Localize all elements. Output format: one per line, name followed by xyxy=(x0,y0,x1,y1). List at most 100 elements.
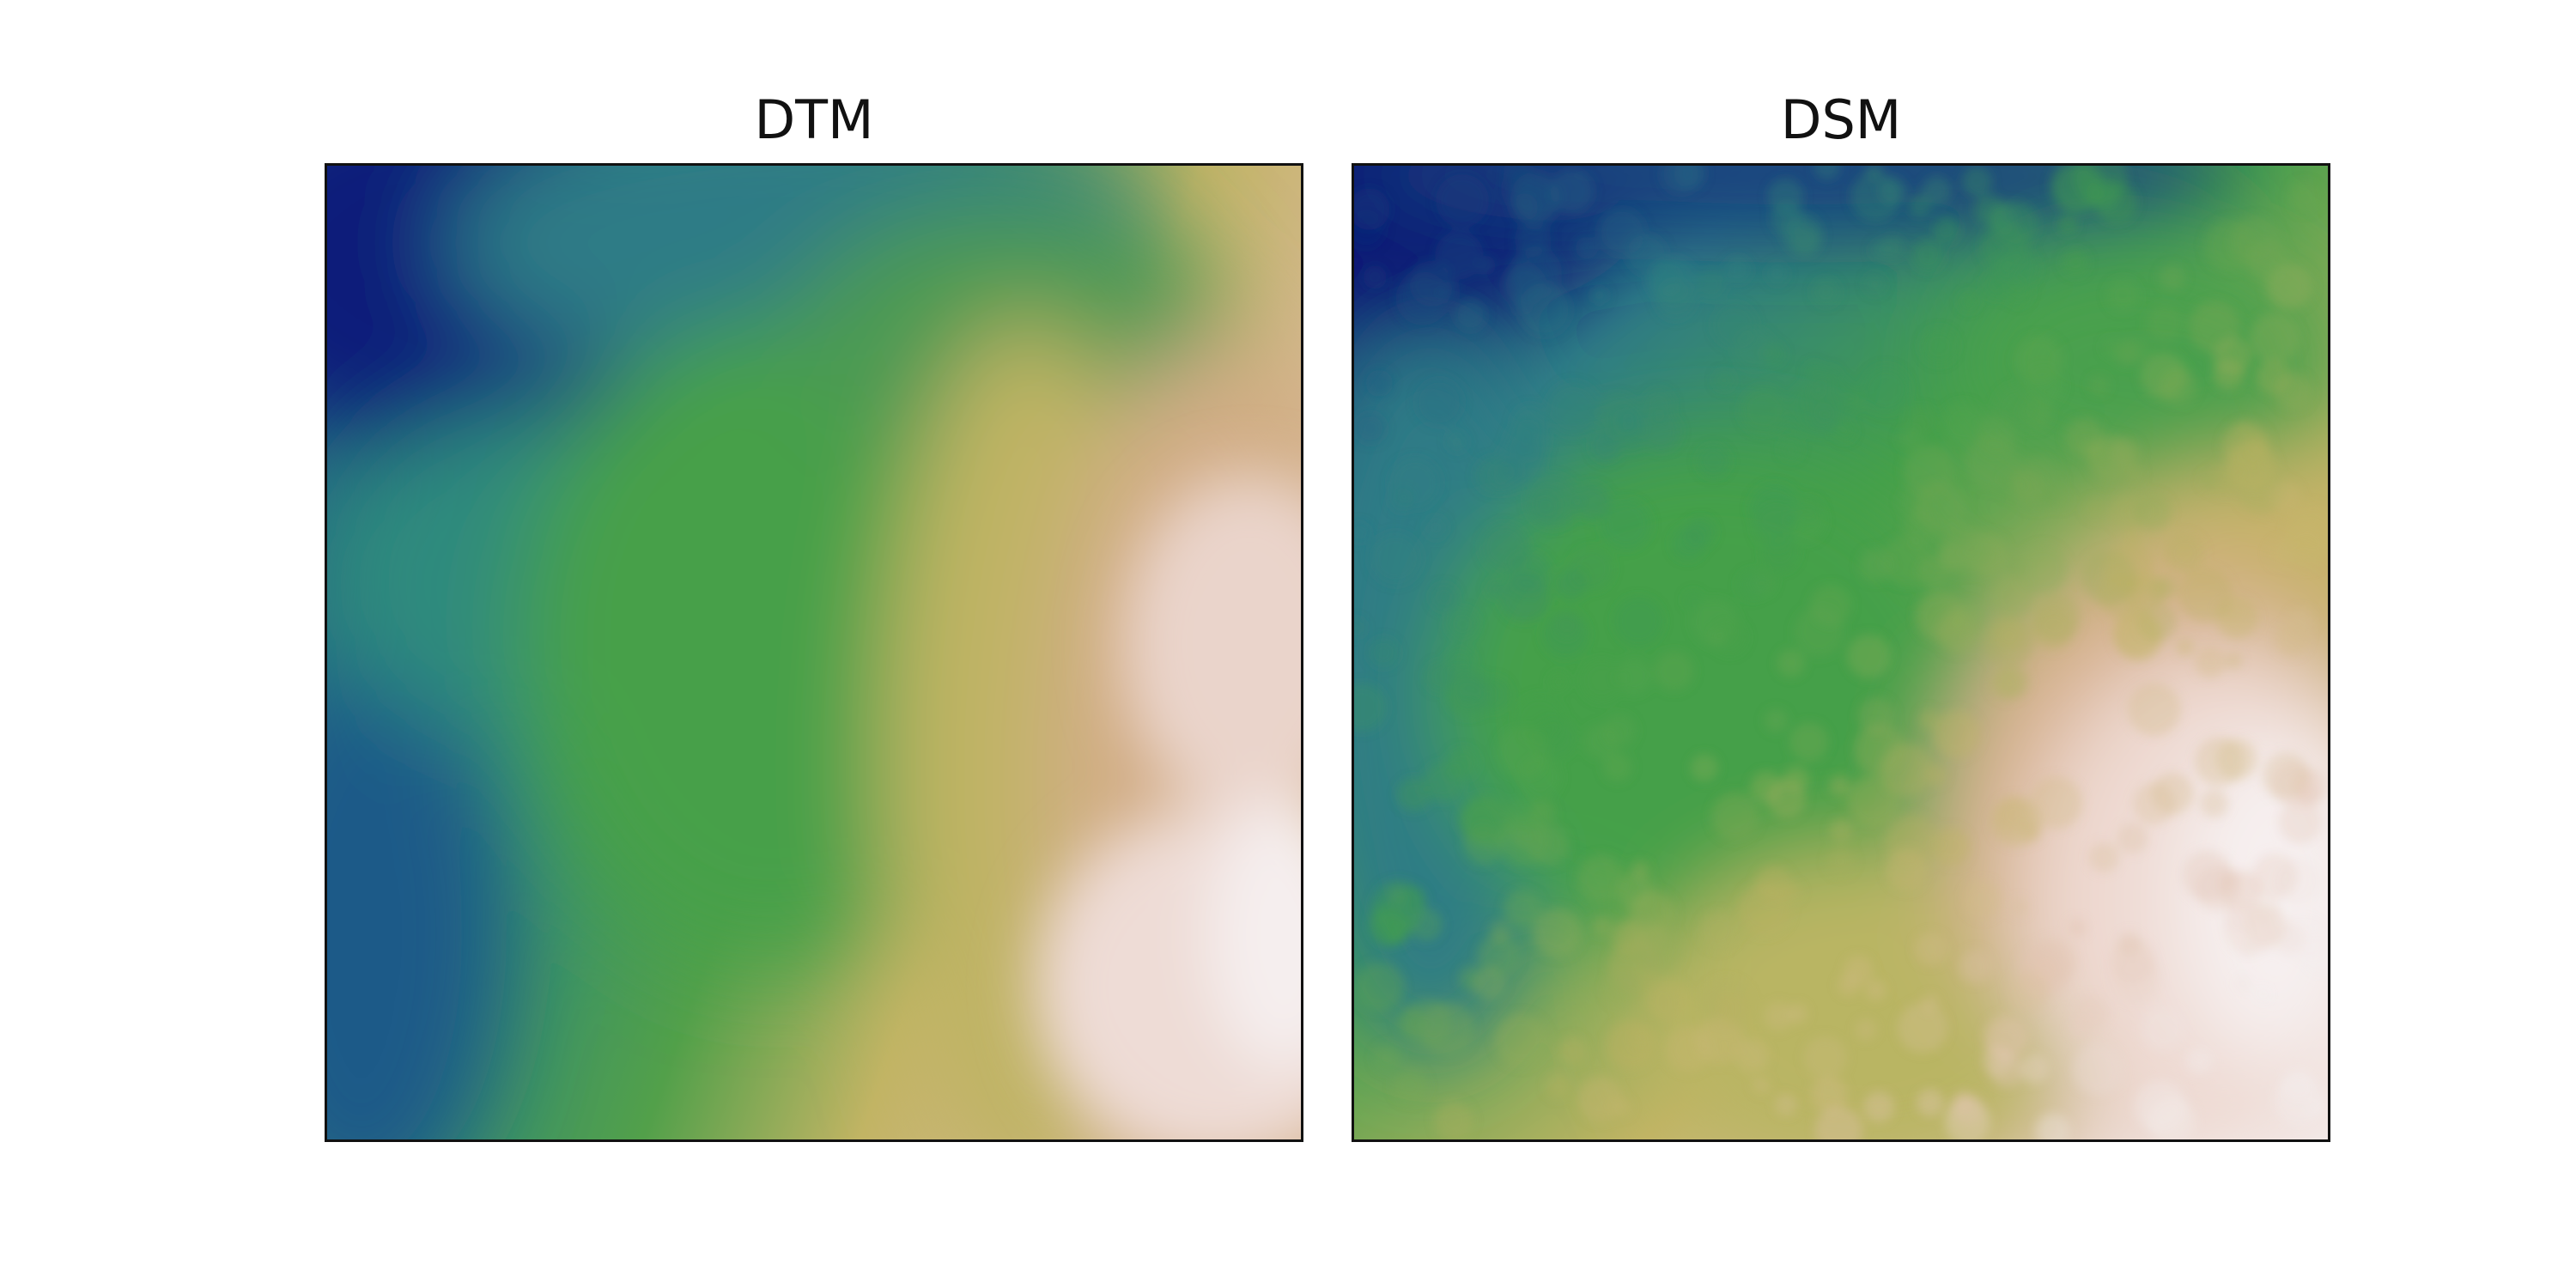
dsm-canopy-blob xyxy=(1368,637,1400,669)
dsm-canopy-blob xyxy=(2225,652,2243,670)
dtm-terrain-layer xyxy=(327,166,1301,1139)
dsm-canopy-blob xyxy=(1774,1093,1797,1116)
dsm-canopy-blob xyxy=(1541,611,1589,658)
dsm-canopy-blob xyxy=(1716,992,1751,1026)
dsm-canopy-blob xyxy=(1811,1076,1848,1114)
dsm-canopy-blob xyxy=(1354,412,1387,445)
dsm-canopy-blob xyxy=(1991,574,2035,618)
dsm-canopy-blob xyxy=(1897,1002,1948,1054)
dsm-canopy-blob xyxy=(1740,386,1788,434)
dsm-canopy-blob xyxy=(2125,465,2143,483)
dsm-canopy-blob xyxy=(1480,523,1529,572)
dsm-canopy-blob xyxy=(1812,277,1840,307)
dsm-canopy-blob xyxy=(2230,216,2281,268)
dsm-canopy-blob xyxy=(1828,775,1850,797)
dtm-peak-layer xyxy=(1036,473,1301,1139)
dsm-canopy-blob xyxy=(1656,279,1696,320)
dsm-canopy-blob xyxy=(1814,1106,1863,1139)
dsm-canopy-blob xyxy=(2244,904,2287,948)
dsm-panel-title: DSM xyxy=(1780,88,1902,151)
dsm-canopy-blob xyxy=(1916,481,1967,533)
dsm-canopy-blob xyxy=(2233,975,2251,993)
dsm-canopy-blob xyxy=(2031,937,2078,984)
dsm-canopy-blob xyxy=(1882,536,1933,586)
dsm-canopy-blob xyxy=(1996,797,2031,832)
dsm-canopy-blob xyxy=(1570,547,1613,591)
dsm-canopy-blob xyxy=(2195,736,2245,787)
dsm-canopy-blob xyxy=(2087,434,2134,481)
dsm-canopy-blob xyxy=(1826,847,1856,876)
dsm-canopy-blob xyxy=(1363,264,1388,289)
dsm-canopy-blob xyxy=(1781,213,1824,255)
dsm-canopy-blob xyxy=(1711,619,1747,655)
dsm-canopy-blob xyxy=(2088,841,2119,873)
dsm-canopy-blob xyxy=(1955,532,1982,558)
dsm-canopy-blob xyxy=(1963,880,2002,919)
dsm-canopy-blob xyxy=(1462,793,1513,844)
dsm-canopy-blob xyxy=(1604,969,1642,1007)
dsm-canopy-blob xyxy=(2085,499,2105,519)
dsm-canopy-blob xyxy=(2213,337,2251,376)
dsm-canopy-blob xyxy=(1631,1024,1656,1049)
dsm-canopy-blob xyxy=(2010,898,2028,916)
dtm-peak-upper xyxy=(1121,473,1301,815)
dsm-canopy-blob xyxy=(1847,390,1865,408)
dsm-canopy-blob xyxy=(2124,337,2151,363)
dsm-canopy-blob xyxy=(2068,918,2087,938)
dsm-canopy-blob xyxy=(1780,439,1802,460)
dsm-canopy-blob xyxy=(2200,789,2229,818)
dsm-canopy-blob xyxy=(2062,249,2089,276)
dsm-canopy-blob xyxy=(1354,521,1370,544)
dsm-canopy-blob xyxy=(1714,370,1735,391)
dsm-canopy-blob xyxy=(2102,337,2122,357)
dsm-canopy-blob xyxy=(2285,503,2328,559)
dsm-canopy-blob xyxy=(1558,1036,1587,1065)
dsm-canopy-blob xyxy=(2239,940,2257,958)
dsm-canopy-blob xyxy=(1933,216,1960,244)
dsm-canopy-blob xyxy=(1820,367,1839,386)
dsm-canopy-blob xyxy=(1765,263,1789,285)
dsm-canopy-blob xyxy=(1660,166,1700,195)
dtm-heatmap-svg xyxy=(327,166,1301,1139)
dsm-canopy-blob xyxy=(2281,1067,2315,1102)
dsm-canopy-blob xyxy=(1696,1017,1744,1065)
dsm-canopy-blob xyxy=(2178,568,2233,623)
dsm-canopy-blob xyxy=(2072,1044,2123,1096)
dsm-canopy-blob xyxy=(1504,890,1542,928)
dsm-canopy-blob xyxy=(2117,823,2148,854)
dsm-canopy-blob xyxy=(1787,1003,1808,1024)
dsm-canopy-blob xyxy=(1761,342,1786,367)
dsm-canopy-blob xyxy=(2008,971,2050,1013)
dsm-canopy-blob xyxy=(1354,683,1388,732)
dsm-canopy-blob xyxy=(1415,379,1463,427)
dsm-canopy-blob xyxy=(1911,239,1944,272)
dsm-canopy-blob xyxy=(1634,913,1654,933)
dsm-canopy-blob xyxy=(1723,256,1752,284)
dsm-canopy-blob xyxy=(1445,647,1475,677)
dsm-canopy-blob xyxy=(2111,953,2160,1002)
dsm-canopy-blob xyxy=(2098,572,2145,619)
dtm-panel-title: DTM xyxy=(754,88,874,151)
dsm-canopy-blob xyxy=(1829,818,1854,842)
dsm-canopy-blob xyxy=(1580,659,1624,702)
dsm-canopy-blob xyxy=(2134,493,2172,531)
dsm-canopy-blob xyxy=(2073,166,2128,206)
dsm-canopy-blob xyxy=(1846,634,1892,678)
dsm-canopy-blob xyxy=(1447,608,1479,640)
dsm-canopy-blob xyxy=(1597,208,1647,257)
dsm-canopy-blob xyxy=(1592,916,1613,936)
dsm-canopy-blob xyxy=(2223,606,2242,624)
dsm-canopy-blob xyxy=(1958,950,1992,984)
dsm-canopy-blob xyxy=(1886,848,1928,890)
dsm-canopy-blob xyxy=(1602,752,1632,782)
dsm-canopy-blob xyxy=(1630,860,1649,880)
dsm-canopy-blob xyxy=(1510,172,1561,222)
dsm-canopy-blob xyxy=(1777,649,1806,677)
dsm-canopy-blob xyxy=(1952,1091,1975,1114)
dsm-canopy-blob xyxy=(1354,962,1405,1012)
dsm-canopy-blob xyxy=(1932,828,1971,866)
dsm-canopy-blob xyxy=(1452,677,1487,713)
dsm-canopy-blob xyxy=(2018,544,2068,594)
dsm-canopy-blob xyxy=(1546,381,1601,436)
dsm-canopy-blob xyxy=(2020,1054,2050,1084)
